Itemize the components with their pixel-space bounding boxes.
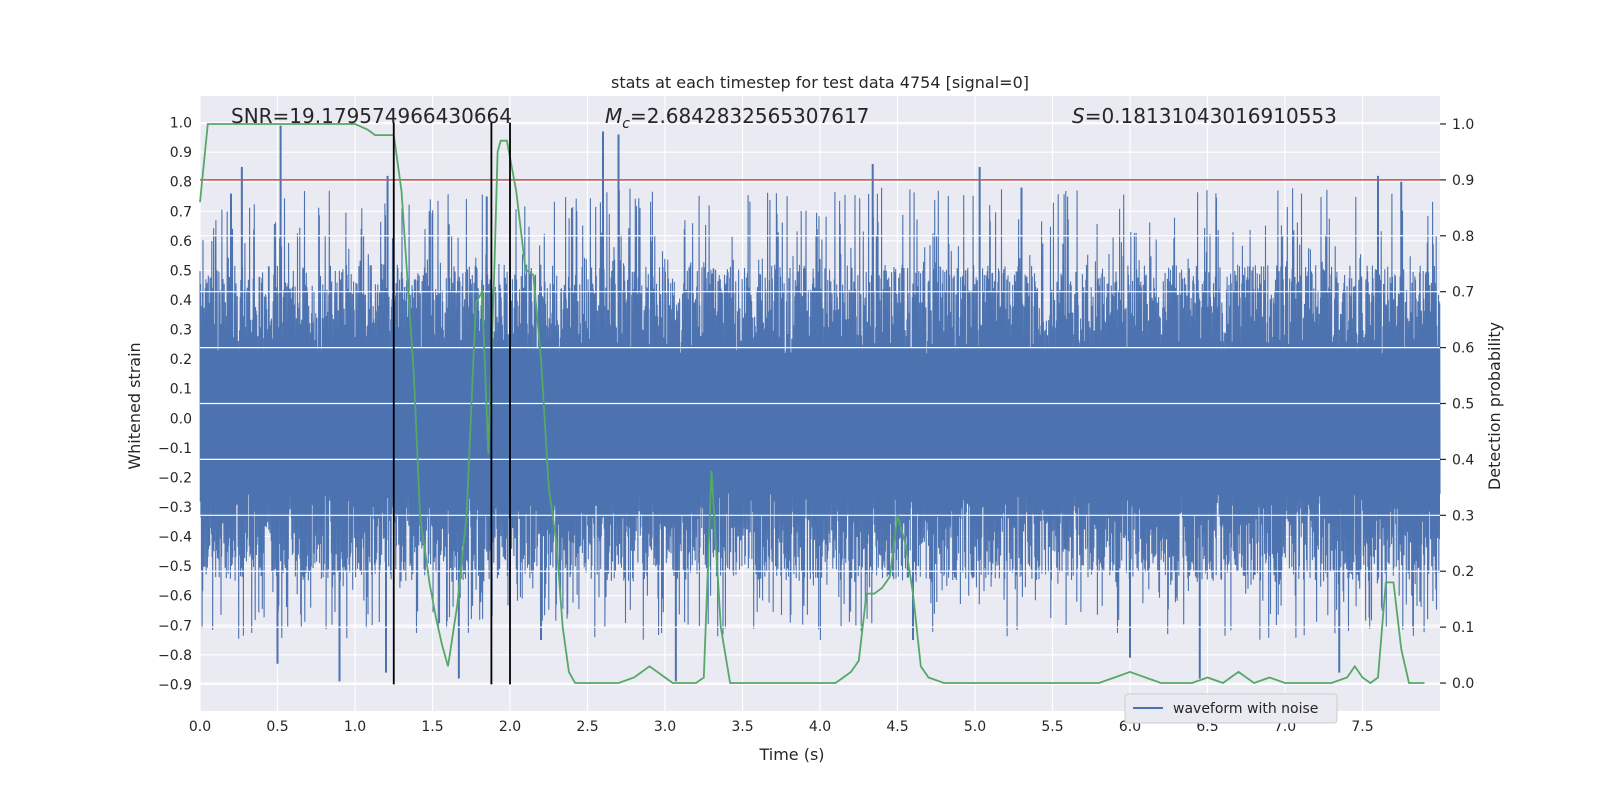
y-left-tick-label: −0.7 [158,618,192,634]
y-right-tick-label: 0.2 [1452,564,1474,580]
legend-box [1124,693,1338,724]
y-left-tick-label: 0.0 [170,411,192,427]
y-left-tick-label: −0.2 [158,470,192,486]
y-left-tick-label: 0.4 [170,293,192,309]
y-left-tick-label: −0.1 [158,441,192,457]
x-tick-label: 0.0 [189,719,211,735]
x-tick-label: 5.5 [1041,719,1063,735]
x-tick-label: 2.0 [499,719,521,735]
y-right-tick-label: 0.8 [1452,229,1474,245]
chirp-mass-subscript: c [622,116,630,132]
y-left-tick-label: −0.6 [158,589,192,605]
y-left-ticks: −0.9 −0.8 −0.7 −0.6 −0.5 −0.4 −0.3 −0.2 −0.1 0.0 0… [158,116,192,694]
y-left-tick-label: −0.4 [158,530,192,546]
y-left-tick-label: 0.2 [170,352,192,368]
y-left-tick-label: 0.8 [170,175,192,191]
y-left-axis-label: Whitened strain [125,342,144,469]
x-axis-label: Time (s) [758,745,824,764]
y-right-tick-label: 0.7 [1452,285,1474,301]
waveform-series [199,125,1441,682]
x-tick-label: 0.5 [266,719,288,735]
x-tick-label: 7.5 [1351,719,1373,735]
snr-annotation: SNR=19.179574966430664 [231,104,512,128]
x-tick-label: 3.5 [731,719,753,735]
y-left-tick-label: 0.9 [170,145,192,161]
y-left-tick-label: 0.5 [170,263,192,279]
probability-line [199,123,1425,685]
y-left-tick-label: 0.6 [170,234,192,250]
y-right-tick-label: 0.1 [1452,620,1474,636]
y-right-ticks: 0.0 0.1 0.2 0.3 0.4 0.5 0.6 0.7 0.8 0.9 1.0 [1440,117,1474,692]
waveform-dense-band [200,353,1440,490]
chirp-mass-annotation: Mc=2.6842832565307617 [605,104,869,132]
x-tick-label: 1.5 [421,719,443,735]
y-left-tick-label: −0.5 [158,559,192,575]
y-left-tick-label: −0.3 [158,500,192,516]
x-tick-label: 2.5 [576,719,598,735]
chart-title: stats at each timestep for test data 475… [611,73,1029,92]
legend-label: waveform with noise [1173,701,1318,717]
y-right-tick-label: 0.0 [1452,676,1474,692]
y-right-tick-label: 0.6 [1452,341,1474,357]
x-tick-label: 5.0 [964,719,986,735]
y-left-tick-label: −0.9 [158,677,192,693]
y-left-tick-label: 0.7 [170,204,192,220]
x-tick-label: 3.0 [654,719,676,735]
x-tick-label: 1.0 [344,719,366,735]
legend: waveform with noise [1124,693,1338,724]
y-right-axis-label: Detection probability [1485,322,1504,490]
probability-series [199,123,1425,685]
chirp-mass-symbol: M [605,104,622,128]
y-left-tick-label: 1.0 [170,116,192,132]
y-left-tick-label: −0.8 [158,648,192,664]
s-symbol: S [1072,104,1085,128]
s-annotation: S=0.18131043016910553 [1072,104,1337,128]
y-left-tick-label: 0.1 [170,382,192,398]
s-value: =0.18131043016910553 [1085,104,1337,128]
x-tick-label: 4.0 [809,719,831,735]
y-left-tick-label: 0.3 [170,323,192,339]
y-right-tick-label: 0.3 [1452,508,1474,524]
chirp-mass-value: =2.6842832565307617 [630,104,869,128]
y-right-tick-label: 0.5 [1452,397,1474,413]
vertical-markers [392,122,511,685]
y-right-tick-label: 0.4 [1452,452,1474,468]
y-right-tick-label: 1.0 [1452,117,1474,133]
x-tick-label: 4.5 [886,719,908,735]
y-right-tick-label: 0.9 [1452,173,1474,189]
